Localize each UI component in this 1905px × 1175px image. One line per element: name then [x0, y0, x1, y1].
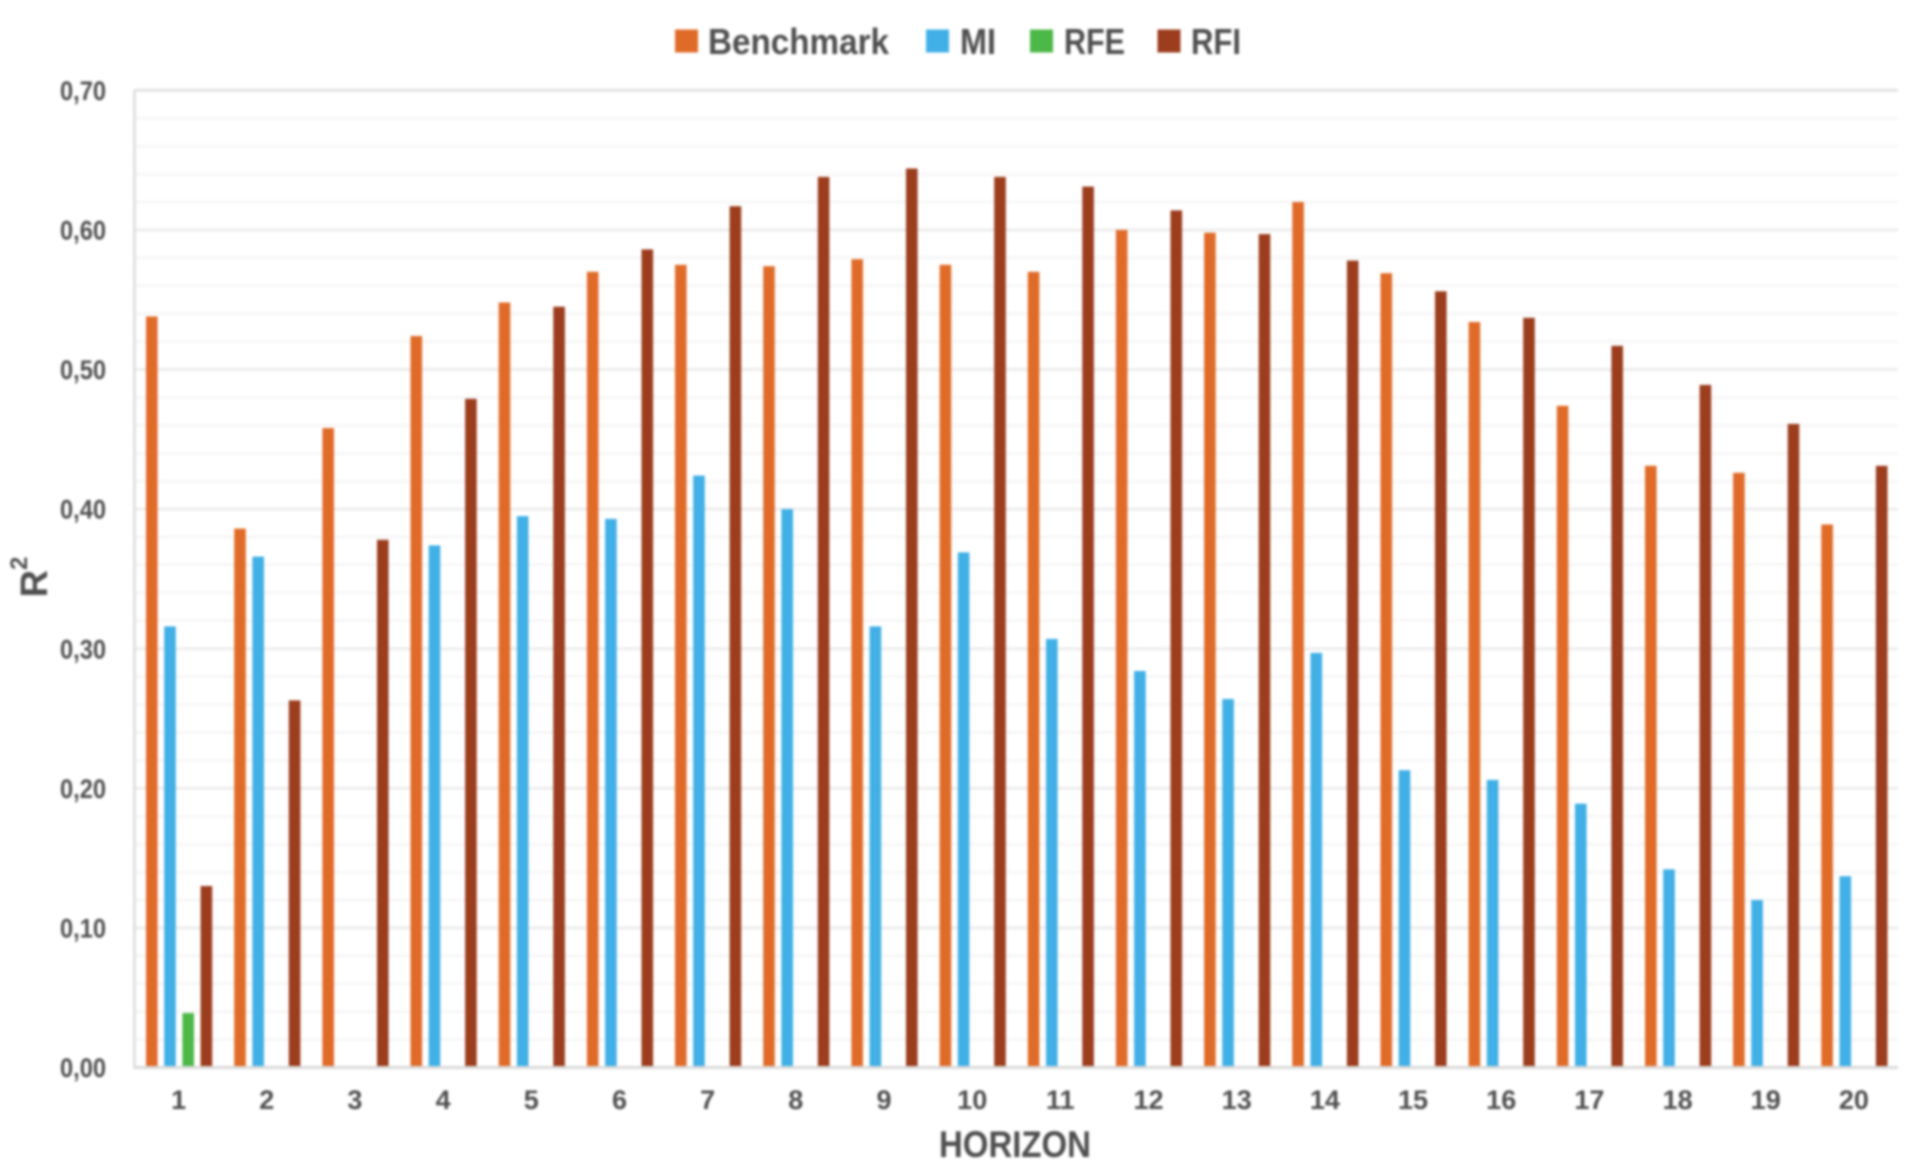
svg-text:RFI: RFI: [1191, 21, 1241, 62]
svg-text:10: 10: [957, 1085, 987, 1115]
svg-text:8: 8: [788, 1085, 803, 1115]
svg-text:17: 17: [1574, 1085, 1604, 1115]
svg-text:0,50: 0,50: [60, 355, 106, 385]
svg-text:14: 14: [1310, 1085, 1340, 1115]
svg-text:11: 11: [1046, 1085, 1075, 1115]
svg-text:0,60: 0,60: [60, 216, 106, 246]
svg-text:0,00: 0,00: [60, 1053, 106, 1083]
svg-text:12: 12: [1133, 1085, 1163, 1115]
svg-text:3: 3: [347, 1085, 362, 1115]
svg-text:0,70: 0,70: [60, 76, 106, 106]
svg-text:5: 5: [524, 1085, 539, 1115]
svg-text:9: 9: [876, 1085, 891, 1115]
svg-text:0,20: 0,20: [60, 774, 106, 804]
svg-text:1: 1: [171, 1085, 186, 1115]
svg-text:2: 2: [259, 1085, 274, 1115]
svg-text:0,30: 0,30: [60, 634, 106, 664]
svg-text:18: 18: [1663, 1085, 1693, 1115]
svg-text:7: 7: [700, 1085, 715, 1115]
svg-text:MI: MI: [960, 21, 996, 62]
svg-text:6: 6: [612, 1085, 627, 1115]
svg-text:0,10: 0,10: [60, 914, 106, 944]
svg-text:HORIZON: HORIZON: [939, 1124, 1091, 1165]
svg-text:16: 16: [1486, 1085, 1516, 1115]
svg-text:20: 20: [1839, 1085, 1869, 1115]
svg-text:RFE: RFE: [1064, 21, 1125, 62]
svg-text:15: 15: [1398, 1085, 1428, 1115]
svg-text:Benchmark: Benchmark: [708, 21, 890, 62]
svg-text:19: 19: [1751, 1085, 1781, 1115]
svg-text:4: 4: [436, 1085, 451, 1115]
svg-text:0,40: 0,40: [60, 495, 106, 525]
svg-text:13: 13: [1222, 1085, 1252, 1115]
